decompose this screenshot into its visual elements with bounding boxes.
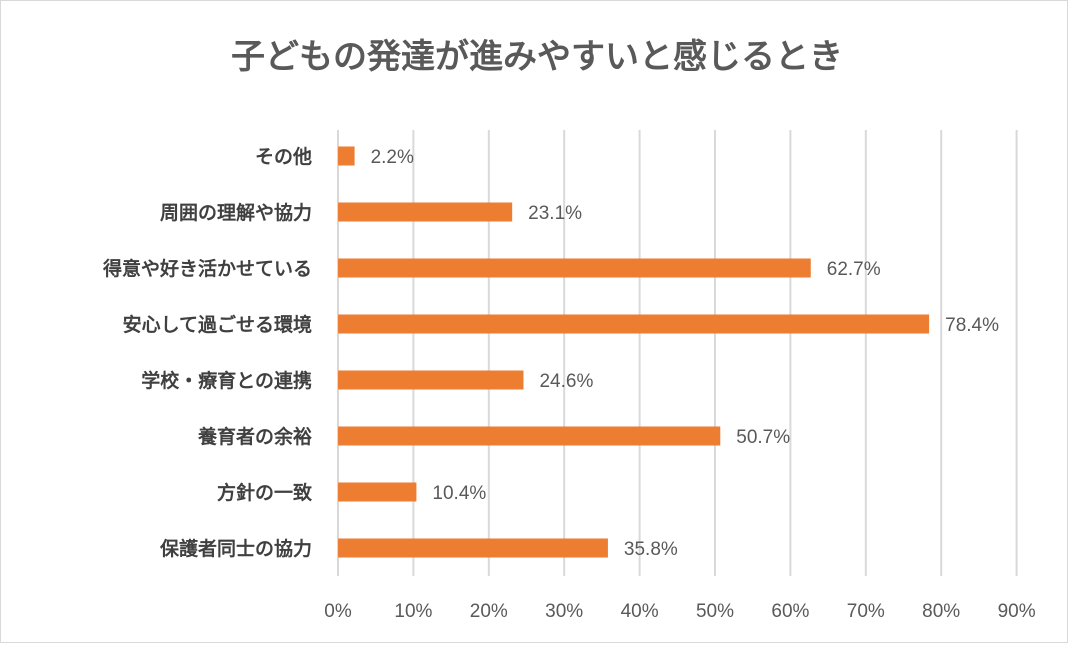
bar xyxy=(338,370,524,390)
chart-title: 子どもの発達が進みやすいと感じるとき xyxy=(231,37,843,77)
data-label: 50.7% xyxy=(736,427,790,448)
category-label: 学校・療育との連携 xyxy=(141,369,312,392)
x-tick-label: 30% xyxy=(545,601,583,622)
x-tick-label: 10% xyxy=(394,601,432,622)
bar xyxy=(338,146,355,166)
data-label: 10.4% xyxy=(432,483,486,504)
data-label: 35.8% xyxy=(624,539,678,560)
data-label: 2.2% xyxy=(371,147,414,168)
x-tick-label: 50% xyxy=(696,601,734,622)
category-label: その他 xyxy=(255,145,312,168)
x-tick-label: 0% xyxy=(324,601,352,622)
x-tick-label: 90% xyxy=(998,601,1036,622)
x-tick-label: 40% xyxy=(621,601,659,622)
bar xyxy=(338,202,513,222)
x-axis-ticks: 0% 10% 20% 30% 40% 50% 60% 70% 80% 90% xyxy=(324,601,1035,622)
bar xyxy=(338,314,930,334)
category-label: 養育者の余裕 xyxy=(197,425,312,448)
category-label: 周囲の理解や協力 xyxy=(160,201,312,224)
data-label: 23.1% xyxy=(528,203,582,224)
x-tick-label: 20% xyxy=(470,601,508,622)
x-tick-label: 60% xyxy=(771,601,809,622)
data-label: 24.6% xyxy=(539,371,593,392)
bar xyxy=(338,538,608,558)
data-label: 62.7% xyxy=(827,259,881,280)
bars: 2.2% 23.1% 62.7% 78.4% 24.6% 50.7% 10.4% 35.8% xyxy=(338,146,999,560)
category-label: 安心して過ごせる環境 xyxy=(123,313,312,336)
data-label: 78.4% xyxy=(945,315,999,336)
bar xyxy=(338,426,721,446)
category-labels: その他周囲の理解や協力得意や好き活かせている安心して過ごせる環境学校・療育との連… xyxy=(102,145,313,560)
category-label: 保護者同士の協力 xyxy=(159,537,312,560)
bar xyxy=(338,482,417,502)
category-label: 得意や好き活かせている xyxy=(102,257,312,280)
category-label: 方針の一致 xyxy=(217,481,313,504)
bar xyxy=(338,258,811,278)
x-tick-label: 80% xyxy=(922,601,960,622)
x-tick-label: 70% xyxy=(847,601,885,622)
